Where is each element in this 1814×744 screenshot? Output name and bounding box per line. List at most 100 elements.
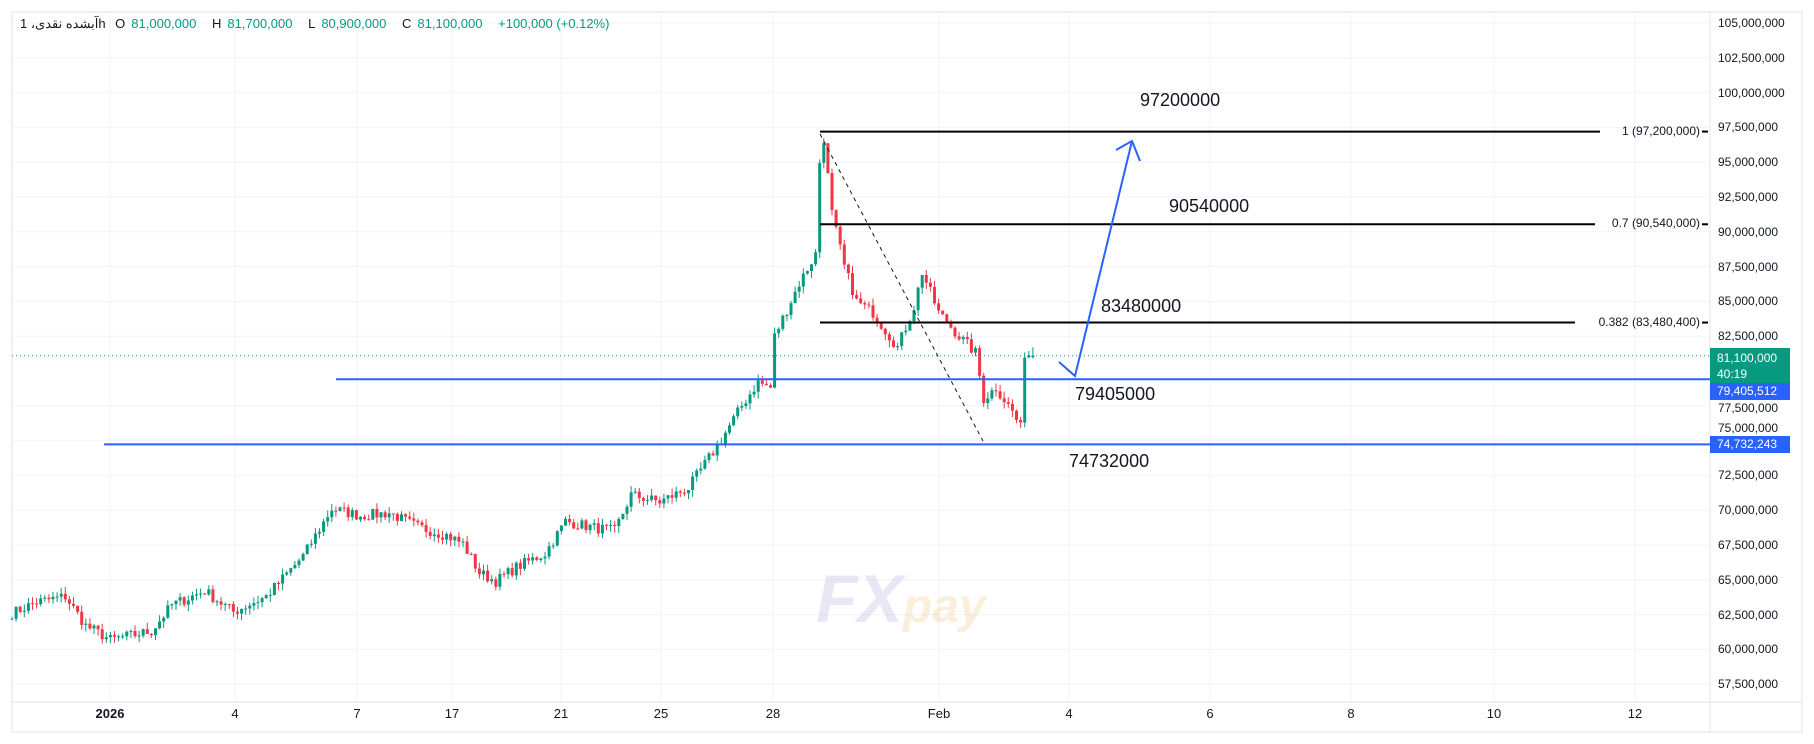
fib-level-label: 0.382 (83,480,400)	[1598, 314, 1700, 329]
close-label: C	[402, 16, 412, 31]
candle-body	[822, 143, 826, 163]
candle-body	[916, 287, 920, 311]
candle-body	[108, 634, 112, 638]
candle-body	[1002, 398, 1006, 403]
candle-body	[199, 593, 203, 595]
candle-body	[482, 570, 485, 575]
candle-body	[158, 621, 162, 629]
candle-body	[51, 596, 55, 600]
candle-body	[281, 574, 285, 584]
candle-body	[961, 336, 965, 340]
candle-body	[523, 558, 526, 569]
candle-body	[14, 606, 18, 619]
close-value: 81,100,000	[417, 16, 483, 31]
x-tick-label: 4	[1065, 706, 1073, 721]
candle-body	[518, 562, 522, 569]
candle-body	[547, 546, 551, 557]
candle-body	[375, 509, 379, 518]
y-tick-label: 65,000,000	[1718, 572, 1779, 587]
candle-body	[908, 321, 912, 331]
candle-body	[514, 562, 518, 576]
candle-body	[879, 322, 883, 329]
candle-body	[957, 336, 961, 340]
y-tick-label: 102,500,000	[1718, 50, 1785, 65]
candle-body	[240, 609, 244, 614]
candle-body	[342, 507, 346, 509]
candle-body	[326, 517, 330, 522]
candle-body	[441, 537, 444, 540]
x-tick-label: 10	[1486, 706, 1502, 721]
candle-body	[773, 333, 777, 388]
candle-body	[617, 519, 621, 527]
candle-body	[219, 601, 223, 605]
candle-body	[678, 491, 682, 493]
candle-body	[510, 568, 514, 576]
candle-body	[383, 512, 387, 518]
candle-body	[231, 604, 235, 612]
candle-body	[674, 491, 678, 498]
annotation-97200000: 97200000	[1140, 90, 1221, 110]
candle-body	[264, 595, 268, 599]
candle-body	[600, 524, 604, 534]
candle-body	[432, 534, 436, 536]
candle-body	[789, 303, 793, 316]
candle-body	[646, 499, 649, 501]
y-tick-label: 62,500,000	[1718, 607, 1779, 622]
candle-body	[72, 603, 75, 606]
high-label: H	[212, 16, 222, 31]
x-tick-label: 17	[444, 706, 460, 721]
candle-body	[354, 510, 358, 520]
candle-body	[244, 608, 248, 610]
watermark-fx: FX	[816, 561, 903, 637]
candle-body	[465, 541, 469, 554]
candle-body	[195, 594, 198, 596]
candle-body	[687, 490, 690, 494]
candle-body	[584, 520, 588, 531]
candle-body	[252, 603, 256, 606]
candle-body	[141, 629, 145, 636]
candle-body	[633, 491, 637, 493]
candle-body	[781, 315, 785, 329]
candle-body	[818, 162, 822, 253]
candle-body	[1031, 355, 1035, 358]
candle-body	[486, 570, 490, 582]
candle-body	[211, 589, 215, 602]
candle-body	[605, 524, 608, 526]
x-tick-label: 6	[1206, 706, 1214, 721]
candle-body	[35, 603, 39, 605]
fib-level-label: 0.7 (90,540,000)	[1611, 216, 1700, 231]
annotation-74732000: 74732000	[1069, 451, 1150, 471]
ohlc-legend: آبشده نقدی، 1h O 81,000,000 H 81,700,000 L…	[20, 16, 615, 32]
candle-body	[47, 597, 51, 600]
candle-body	[125, 631, 129, 637]
candle-body	[588, 524, 592, 531]
candle-body	[629, 492, 633, 507]
candle-body	[551, 545, 555, 547]
x-tick-label: 8	[1347, 706, 1355, 721]
candle-body	[268, 594, 272, 596]
candle-body	[190, 595, 194, 601]
candle-body	[527, 558, 531, 561]
candle-body	[490, 579, 494, 582]
candle-body	[477, 568, 481, 575]
candle-body	[609, 524, 613, 526]
candle-body	[728, 425, 731, 433]
x-tick-label: 28	[765, 706, 781, 721]
candle-body	[641, 498, 645, 501]
y-tick-label: 77,500,000	[1718, 401, 1779, 415]
candle-body	[621, 513, 625, 520]
candle-body	[293, 564, 297, 569]
candle-body	[900, 332, 904, 347]
candle-body	[227, 604, 231, 606]
candle-body	[568, 518, 572, 523]
y-tick-label: 70,000,000	[1718, 503, 1779, 518]
arrow-head-icon	[1115, 139, 1141, 162]
candle-body	[412, 518, 416, 521]
fib-trend-line	[819, 133, 984, 442]
candle-body	[682, 492, 686, 494]
candle-body	[691, 476, 695, 491]
candle-body	[203, 593, 207, 595]
candle-body	[96, 625, 100, 630]
candle-body	[941, 310, 945, 315]
